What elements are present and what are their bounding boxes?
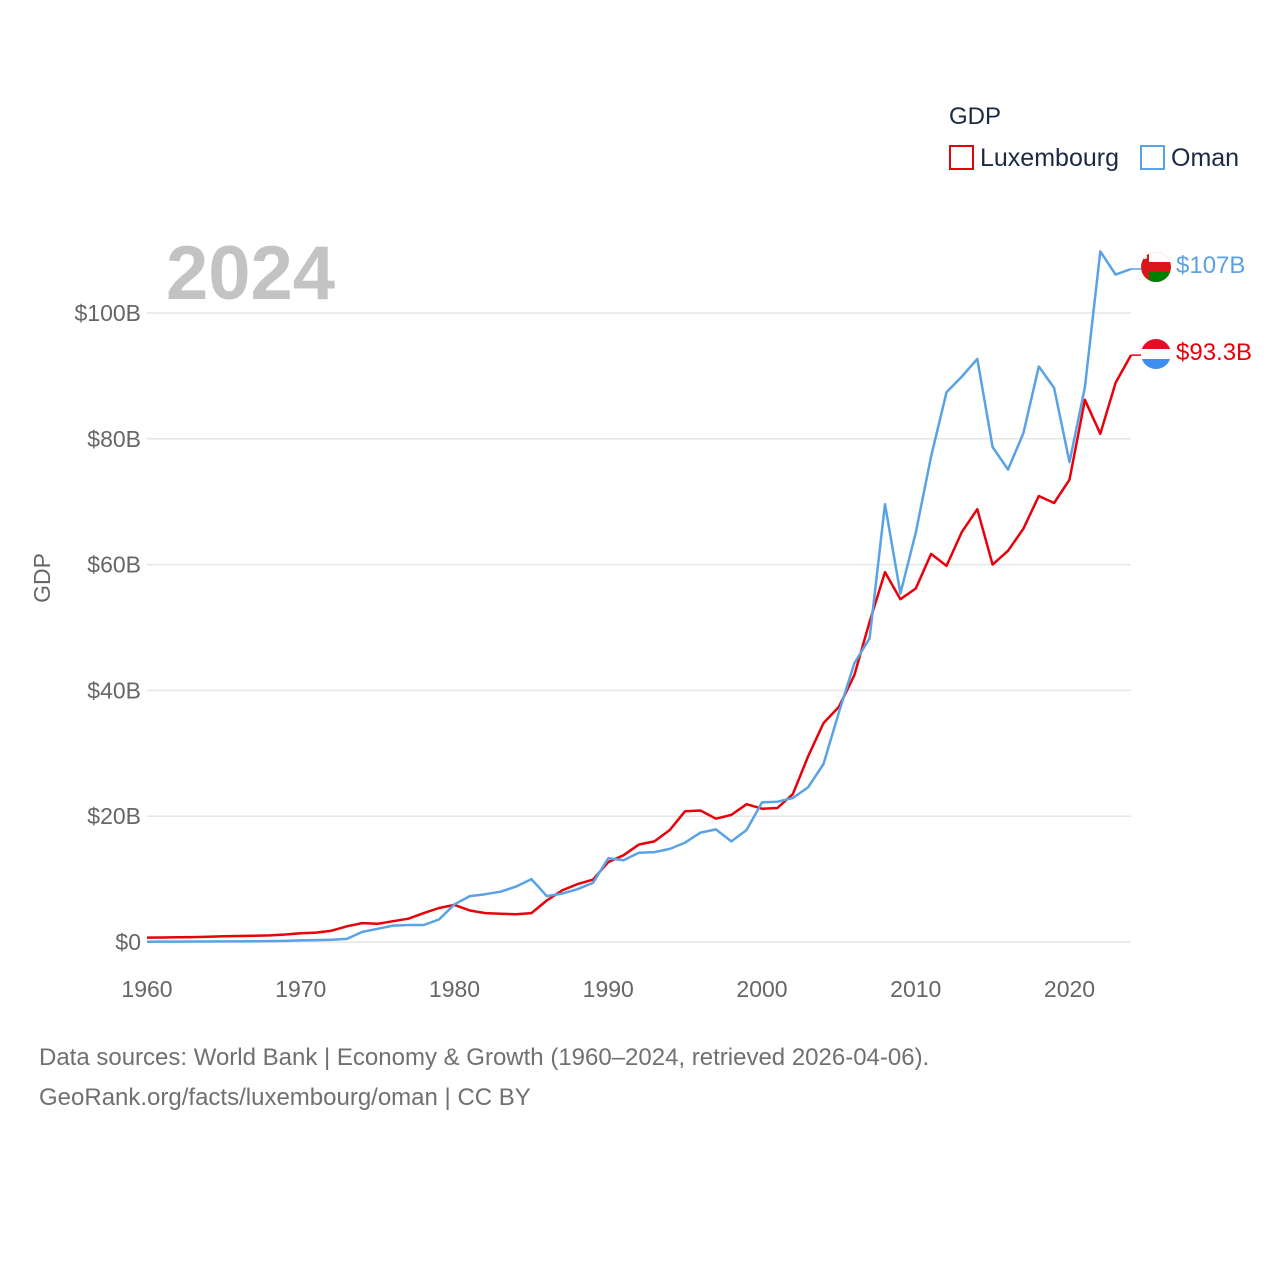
y-tick-label: $0 — [115, 929, 141, 955]
x-tick-label: 1960 — [121, 976, 172, 1002]
x-tick-label: 1980 — [429, 976, 480, 1002]
gdp-line-chart: GDP 2024 $0 $20B $40B $60B $80B $100B 1960 197… — [29, 103, 1252, 1002]
y-tick-label: $60B — [87, 552, 141, 578]
oman-flag-icon — [1141, 252, 1171, 282]
series-line-luxembourg — [146, 354, 1133, 939]
footer-source-link[interactable]: GeoRank.org/facts/luxembourg/oman | CC B… — [39, 1084, 531, 1111]
legend-title: GDP — [949, 103, 1001, 130]
x-tick-label: 2020 — [1044, 976, 1095, 1002]
luxembourg-flag-icon — [1141, 339, 1171, 369]
end-value-label-luxembourg: $93.3B — [1176, 339, 1252, 366]
series-line-oman — [146, 250, 1132, 943]
y-axis-ticks: $0 $20B $40B $60B $80B $100B — [74, 300, 141, 955]
x-tick-label: 2000 — [736, 976, 787, 1002]
legend: GDP Luxembourg Oman — [949, 103, 1239, 172]
y-tick-label: $80B — [87, 426, 141, 452]
y-tick-label: $20B — [87, 803, 141, 829]
legend-swatch-oman — [1140, 145, 1165, 170]
x-axis-ticks: 1960 1970 1980 1990 2000 2010 2020 — [121, 976, 1095, 1002]
series-lines — [146, 250, 1141, 943]
grid-lines — [147, 312, 1131, 943]
end-value-label-oman: $107B — [1176, 252, 1245, 279]
footer-data-sources: Data sources: World Bank | Economy & Gro… — [39, 1044, 930, 1071]
x-tick-label: 1990 — [583, 976, 634, 1002]
y-tick-label: $100B — [74, 300, 141, 326]
y-axis-label: GDP — [29, 553, 55, 603]
legend-item-oman[interactable]: Oman — [1140, 144, 1239, 172]
legend-label-luxembourg: Luxembourg — [980, 144, 1119, 172]
legend-item-luxembourg[interactable]: Luxembourg — [949, 144, 1119, 172]
legend-label-oman: Oman — [1171, 144, 1239, 172]
y-tick-label: $40B — [87, 677, 141, 703]
legend-swatch-luxembourg — [949, 145, 974, 170]
chart-year-title: 2024 — [166, 231, 335, 316]
x-tick-label: 1970 — [275, 976, 326, 1002]
x-tick-label: 2010 — [890, 976, 941, 1002]
